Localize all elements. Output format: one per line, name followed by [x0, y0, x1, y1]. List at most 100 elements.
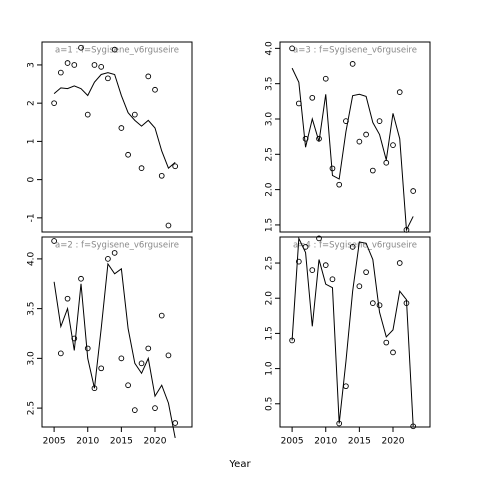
x-axis-label: Year — [228, 459, 251, 470]
y-tick-label: 1.5 — [265, 326, 275, 340]
x-tick-label: 2005 — [43, 437, 66, 447]
data-point — [316, 235, 322, 242]
panel-title: a=2 : f=Sygisene_v6rguseire — [55, 241, 179, 251]
data-point — [349, 61, 356, 67]
panel-frame — [279, 41, 431, 233]
fit-line — [291, 67, 414, 232]
data-point — [356, 138, 363, 145]
data-point — [336, 181, 343, 188]
y-tick-label: 4.0 — [265, 41, 275, 56]
data-point — [131, 407, 138, 413]
data-point — [289, 45, 295, 52]
y-tick-label: 2.5 — [27, 401, 37, 415]
x-tick-label: 2015 — [348, 437, 371, 447]
data-point — [98, 63, 105, 70]
data-point — [125, 151, 131, 158]
x-tick-label: 2005 — [281, 437, 304, 447]
data-point — [118, 125, 125, 131]
data-point — [322, 262, 329, 268]
data-point — [131, 111, 138, 118]
data-point — [145, 73, 152, 80]
x-tick-label: 2020 — [144, 437, 167, 447]
data-point — [71, 62, 78, 68]
y-tick-label: 3 — [27, 62, 37, 68]
panel-frame — [41, 236, 193, 428]
y-tick-label: -1 — [27, 213, 37, 222]
y-tick-label: 0.5 — [265, 397, 275, 411]
data-point — [356, 283, 363, 290]
data-point — [78, 275, 84, 282]
x-tick-label: 2020 — [382, 437, 405, 447]
fit-line — [53, 262, 176, 439]
data-point — [309, 267, 316, 273]
data-point — [64, 295, 71, 302]
data-point — [172, 163, 179, 170]
data-point — [369, 167, 376, 174]
data-point — [390, 142, 396, 148]
data-point — [152, 86, 158, 93]
fit-line — [291, 236, 414, 427]
data-point — [410, 188, 417, 194]
data-point — [158, 172, 165, 179]
y-tick-label: 2.0 — [265, 182, 275, 197]
data-point — [396, 260, 403, 266]
data-point — [295, 258, 302, 265]
y-tick-label: 2.5 — [265, 256, 275, 270]
data-point — [111, 250, 118, 256]
x-tick-label: 2015 — [110, 437, 133, 447]
data-point — [363, 269, 369, 276]
y-tick-label: 1 — [27, 139, 37, 145]
y-tick-label: 1.0 — [265, 361, 275, 376]
y-tick-label: 2.0 — [265, 291, 275, 306]
data-point — [91, 62, 98, 68]
data-point — [363, 131, 369, 138]
data-point — [376, 302, 383, 309]
data-point — [369, 300, 376, 306]
fit-line — [53, 72, 176, 169]
y-tick-label: 3.5 — [265, 77, 275, 91]
data-point — [105, 75, 111, 82]
data-point — [51, 100, 57, 107]
y-tick-label: 3.5 — [27, 301, 37, 315]
data-point — [383, 159, 390, 166]
data-point — [322, 75, 329, 82]
data-point — [376, 118, 383, 124]
data-point — [84, 111, 91, 118]
data-point — [309, 94, 316, 101]
panel-frame — [279, 236, 431, 428]
data-point — [165, 222, 172, 229]
data-point — [111, 46, 118, 53]
data-point — [98, 365, 105, 372]
data-point — [57, 69, 64, 76]
data-point — [138, 165, 145, 172]
data-point — [51, 238, 57, 244]
data-point — [118, 355, 125, 362]
data-point — [105, 256, 111, 262]
data-point — [396, 89, 403, 95]
data-point — [78, 44, 84, 51]
data-point — [125, 382, 131, 389]
data-point — [329, 276, 336, 283]
data-point — [152, 405, 158, 411]
data-point — [84, 345, 91, 352]
y-tick-label: 3.0 — [265, 112, 275, 127]
y-tick-label: 2 — [27, 100, 37, 106]
data-point — [390, 349, 396, 356]
panel-title: a=3 : f=Sygisene_v6rguseire — [293, 46, 417, 56]
data-point — [349, 244, 356, 250]
data-point — [383, 339, 390, 346]
y-tick-label: 2.5 — [265, 147, 275, 161]
data-point — [57, 350, 64, 357]
data-point — [165, 352, 172, 359]
data-point — [64, 60, 71, 66]
y-tick-label: 0 — [27, 176, 37, 182]
y-tick-label: 1.5 — [265, 218, 275, 232]
x-tick-label: 2010 — [314, 437, 337, 447]
data-point — [158, 312, 165, 319]
panel-frame — [41, 41, 193, 233]
x-tick-label: 2010 — [76, 437, 99, 447]
y-tick-label: 4.0 — [27, 251, 37, 266]
y-tick-label: 3.0 — [27, 351, 37, 366]
